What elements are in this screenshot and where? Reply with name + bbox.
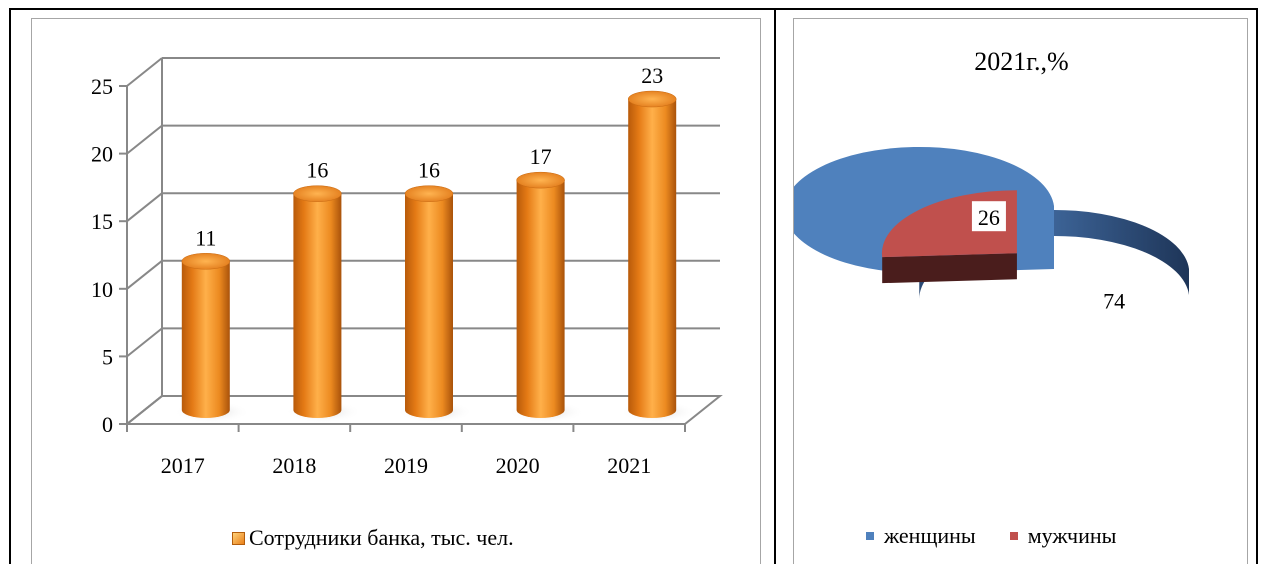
x-tick-label-2018: 2018: [272, 453, 316, 478]
outer-frame: [9, 8, 1258, 564]
x-tick-label-2019: 2019: [384, 453, 428, 478]
bar-top-2021: [627, 90, 677, 108]
grid-side-20: [126, 124, 163, 155]
chart-floor: [124, 395, 723, 425]
data-label-2021: 23: [641, 63, 663, 88]
pie-data-label-men: 26: [978, 205, 1000, 230]
bar-2020: [516, 180, 565, 418]
pie-chart-title: 2021г.,%: [974, 47, 1069, 76]
data-label-2020: 17: [530, 144, 552, 169]
x-tick-label-2021: 2021: [607, 453, 651, 478]
grid-side-15: [126, 192, 163, 222]
y-tick-label-5: 5: [102, 344, 113, 369]
bar-top-2017: [181, 253, 231, 270]
bar-chart: 0 5 10 15 20 25 11 2017 16 2018 16 2019 17 2020 23 202…: [91, 57, 723, 478]
pie-data-label-women-box: [1097, 284, 1132, 315]
bar-2021: [628, 99, 677, 418]
pie-legend-label-women: женщины: [884, 523, 976, 548]
y-tick-label-15: 15: [91, 209, 113, 234]
pie-data-label-women: 74: [1103, 289, 1125, 314]
bar-legend: Сотрудники банка, тыс. чел.: [232, 525, 514, 551]
bar-chart-marks: 11 2017 16 2018 16 2019 17 2020 23 2021: [161, 63, 697, 478]
x-tick-label-2017: 2017: [161, 453, 205, 478]
bar-2019: [405, 193, 453, 418]
bar-legend-label: Сотрудники банка, тыс. чел.: [249, 525, 514, 550]
pie-legend-label-men: мужчины: [1027, 523, 1117, 548]
grid-side-5: [126, 327, 163, 358]
y-tick-label-10: 10: [91, 277, 113, 302]
pie-chart-panel: 2021г.,% 74 26 женщины мужчины: [793, 18, 1248, 564]
pie-chart: 74 26: [794, 146, 1189, 315]
bar-top-2018: [293, 185, 342, 202]
pie-legend-swatch-women: [866, 532, 874, 540]
data-label-2018: 16: [306, 158, 328, 183]
x-tick-label-2020: 2020: [496, 453, 540, 478]
bar-top-2019: [404, 185, 454, 202]
bar-legend-swatch: [232, 531, 245, 545]
pie-data-label-men-box: [971, 201, 1006, 232]
y-tick-label-25: 25: [91, 74, 113, 99]
bar-2017: [181, 261, 230, 418]
pie-slice-side-men: [882, 253, 1017, 284]
grid-side-25: [126, 57, 163, 87]
pie-legend: женщины мужчины: [866, 523, 1116, 549]
frame-divider: [774, 8, 776, 564]
grid-side-10: [126, 260, 163, 290]
bar-chart-axes: 0 5 10 15 20 25: [91, 57, 723, 437]
bar-top-2020: [516, 171, 565, 189]
pie-chart-marks: 74 26: [794, 146, 1189, 315]
y-tick-label-20: 20: [91, 142, 113, 167]
data-label-2019: 16: [418, 158, 440, 183]
bar-chart-panel: 0 5 10 15 20 25 11 2017 16 2018 16 2019 17 2020 23 202…: [31, 18, 761, 564]
data-label-2017: 11: [195, 225, 216, 250]
pie-legend-swatch-men: [1009, 532, 1018, 540]
bar-2018: [293, 193, 342, 418]
y-tick-label-0: 0: [102, 412, 113, 437]
